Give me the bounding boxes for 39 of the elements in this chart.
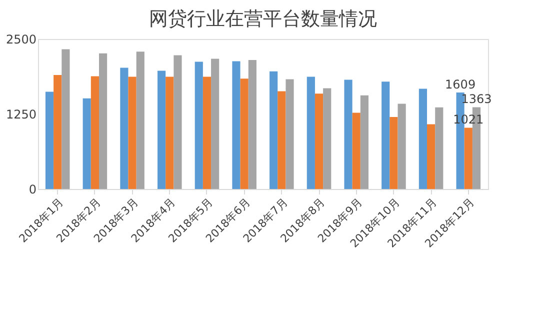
bar (211, 58, 220, 189)
bar (45, 92, 54, 189)
bar (194, 62, 203, 189)
bar (136, 52, 144, 189)
bar (202, 76, 212, 189)
bar (398, 104, 406, 189)
bar (90, 76, 99, 189)
bar (54, 75, 62, 189)
chart-title: 网贷行业在营平台数量情况 (149, 8, 377, 30)
bar (166, 76, 174, 189)
bar (464, 128, 472, 189)
bar (232, 61, 240, 189)
bar (240, 78, 248, 189)
bar (382, 82, 390, 189)
bar (344, 80, 352, 189)
bar (248, 60, 256, 189)
y-tick-label: 1250 (6, 108, 36, 122)
bar (306, 76, 315, 189)
bar (427, 124, 436, 189)
bar (360, 95, 368, 189)
data-label: 1609 (445, 77, 476, 92)
bar (314, 94, 324, 189)
bar (352, 112, 360, 189)
bar (174, 55, 182, 189)
bar (82, 98, 91, 189)
bar (435, 107, 444, 189)
bar (390, 117, 398, 189)
bar (98, 53, 108, 189)
bar (270, 71, 278, 189)
bar (286, 79, 294, 189)
y-tick-label: 0 (28, 182, 36, 196)
bar (120, 68, 128, 189)
bar (323, 88, 332, 189)
bar (158, 70, 166, 189)
bar (128, 76, 136, 189)
y-tick-label: 2500 (6, 32, 36, 46)
bar (62, 49, 70, 189)
bar (418, 88, 428, 189)
bar (278, 91, 286, 189)
